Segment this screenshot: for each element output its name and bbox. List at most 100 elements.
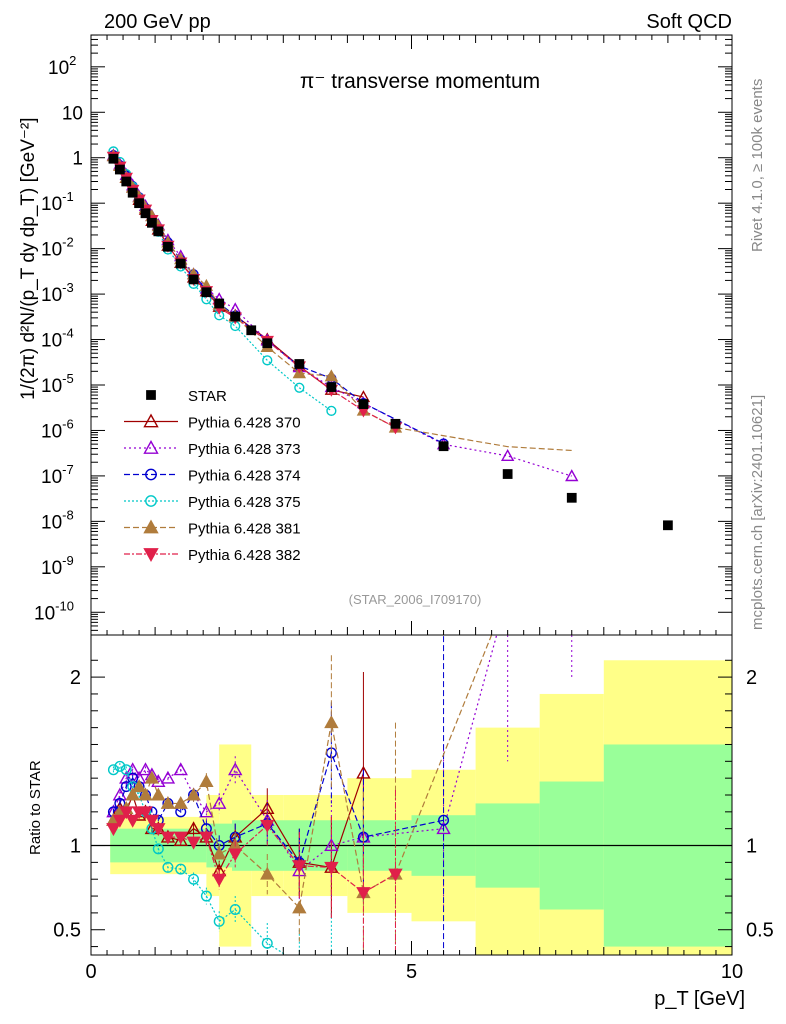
ratio-point (436, 821, 451, 835)
ratio-point (112, 814, 128, 828)
ratio-point (107, 764, 119, 776)
ratio-point (292, 900, 307, 914)
y-tick-label: 10-2 (41, 235, 74, 261)
ratio-point (173, 762, 188, 776)
ratio-point (200, 890, 212, 902)
ratio-plot: 0 5 100.5 0.51 12 2 (53, 589, 774, 983)
data-point (246, 325, 257, 336)
ratio-point (566, 589, 578, 600)
ratio-point (151, 823, 166, 837)
data-point (121, 176, 132, 187)
ratio-point (199, 774, 214, 788)
data-point (438, 441, 449, 452)
ratio-point (356, 887, 371, 901)
series-line (112, 154, 444, 444)
ratio-point (212, 795, 227, 809)
ratio-tick-label: 1 (70, 836, 81, 858)
ratio-point (502, 589, 514, 600)
y-tick-label: 10-3 (41, 280, 74, 306)
ratio-point (138, 806, 153, 820)
series-point (294, 382, 305, 393)
legend: STAR Pythia 6.428 370 Pythia 6.428 373 Pyth… (124, 388, 301, 564)
y-tick-label: 10-4 (41, 326, 74, 352)
ratio-point (144, 814, 160, 828)
y-tick-exponent: -3 (62, 280, 74, 295)
ratio-tick-label: 0.5 (746, 920, 774, 942)
ratio-point (324, 861, 339, 875)
data-point (262, 338, 273, 349)
data-point (663, 520, 673, 531)
data-point (502, 469, 513, 479)
data-point (358, 399, 369, 409)
data-point (127, 187, 138, 198)
ratio-point (295, 959, 305, 969)
header-right: Soft QCD (646, 11, 732, 33)
y-tick-label: 102 (48, 53, 76, 79)
ratio-y-axis-label: Ratio to STAR (27, 760, 44, 855)
ratio-point (138, 762, 153, 776)
data-point (326, 382, 337, 392)
y-tick-label: 10-7 (41, 462, 74, 488)
legend-marker (145, 495, 157, 507)
ratio-point (186, 836, 201, 850)
legend-marker (146, 390, 156, 400)
y-tick-label: 10-5 (41, 371, 74, 397)
ratio-point (125, 814, 140, 828)
ratio-point (119, 806, 134, 820)
data-point (134, 198, 144, 209)
side-label-top: Rivet 4.1.0, ≥ 100k events (749, 79, 766, 252)
y-tick-label: 10-1 (41, 189, 74, 215)
ratio-point (229, 904, 241, 916)
ratio-point (566, 589, 578, 600)
y-tick-label: 10 (62, 103, 83, 124)
ratio-point (356, 765, 371, 779)
series-point (326, 405, 337, 416)
ratio-point (175, 863, 187, 875)
legend-label: Pythia 6.428 375 (188, 494, 301, 511)
ratio-point (120, 781, 132, 793)
x-tick-label: 10 (721, 961, 743, 983)
series-point (262, 355, 273, 366)
ratio-point (261, 937, 273, 949)
legend-label: STAR (188, 388, 227, 405)
y-axis-label: 1/(2π) d²N/(p_T dy dp_T) [GeV⁻²] (18, 117, 39, 400)
data-point (294, 359, 305, 369)
y-tick-exponent: -4 (62, 326, 74, 341)
main-plot-frame (90, 34, 733, 636)
data-point (214, 298, 225, 309)
ratio-point (260, 819, 275, 833)
ratio-point (213, 915, 225, 927)
ratio-point (212, 846, 227, 860)
y-tick-label: 1 (72, 149, 83, 170)
y-tick-label: 10-8 (41, 507, 74, 533)
legend-label: Pythia 6.428 370 (188, 415, 301, 432)
legend-label: Pythia 6.428 381 (188, 521, 301, 538)
legend-marker (143, 440, 159, 454)
ratio-point (160, 831, 176, 845)
ratio-point (188, 873, 200, 885)
series-point (324, 369, 339, 382)
ratio-tick-label: 2 (70, 667, 81, 689)
ratio-point (199, 804, 214, 818)
ratio-point (502, 589, 514, 600)
ratio-point (173, 831, 188, 845)
watermark: (STAR_2006_I709170) (349, 592, 482, 607)
legend-label: Pythia 6.428 382 (188, 547, 301, 564)
series-line (112, 155, 572, 452)
x-tick-label: 0 (85, 961, 96, 983)
series-point (565, 469, 579, 482)
series-line (112, 156, 396, 429)
ratio-point (114, 760, 126, 772)
ratio-point (212, 873, 227, 887)
data-point (566, 492, 577, 503)
ratio-point (125, 787, 140, 801)
data-point (147, 217, 157, 228)
ratio-point (131, 779, 147, 793)
series-line (112, 155, 364, 398)
y-tick-exponent: -6 (62, 416, 74, 431)
ratio-point (127, 772, 139, 784)
ratio-point (324, 715, 339, 729)
header-left: 200 GeV pp (104, 11, 211, 33)
data-point (163, 241, 173, 252)
